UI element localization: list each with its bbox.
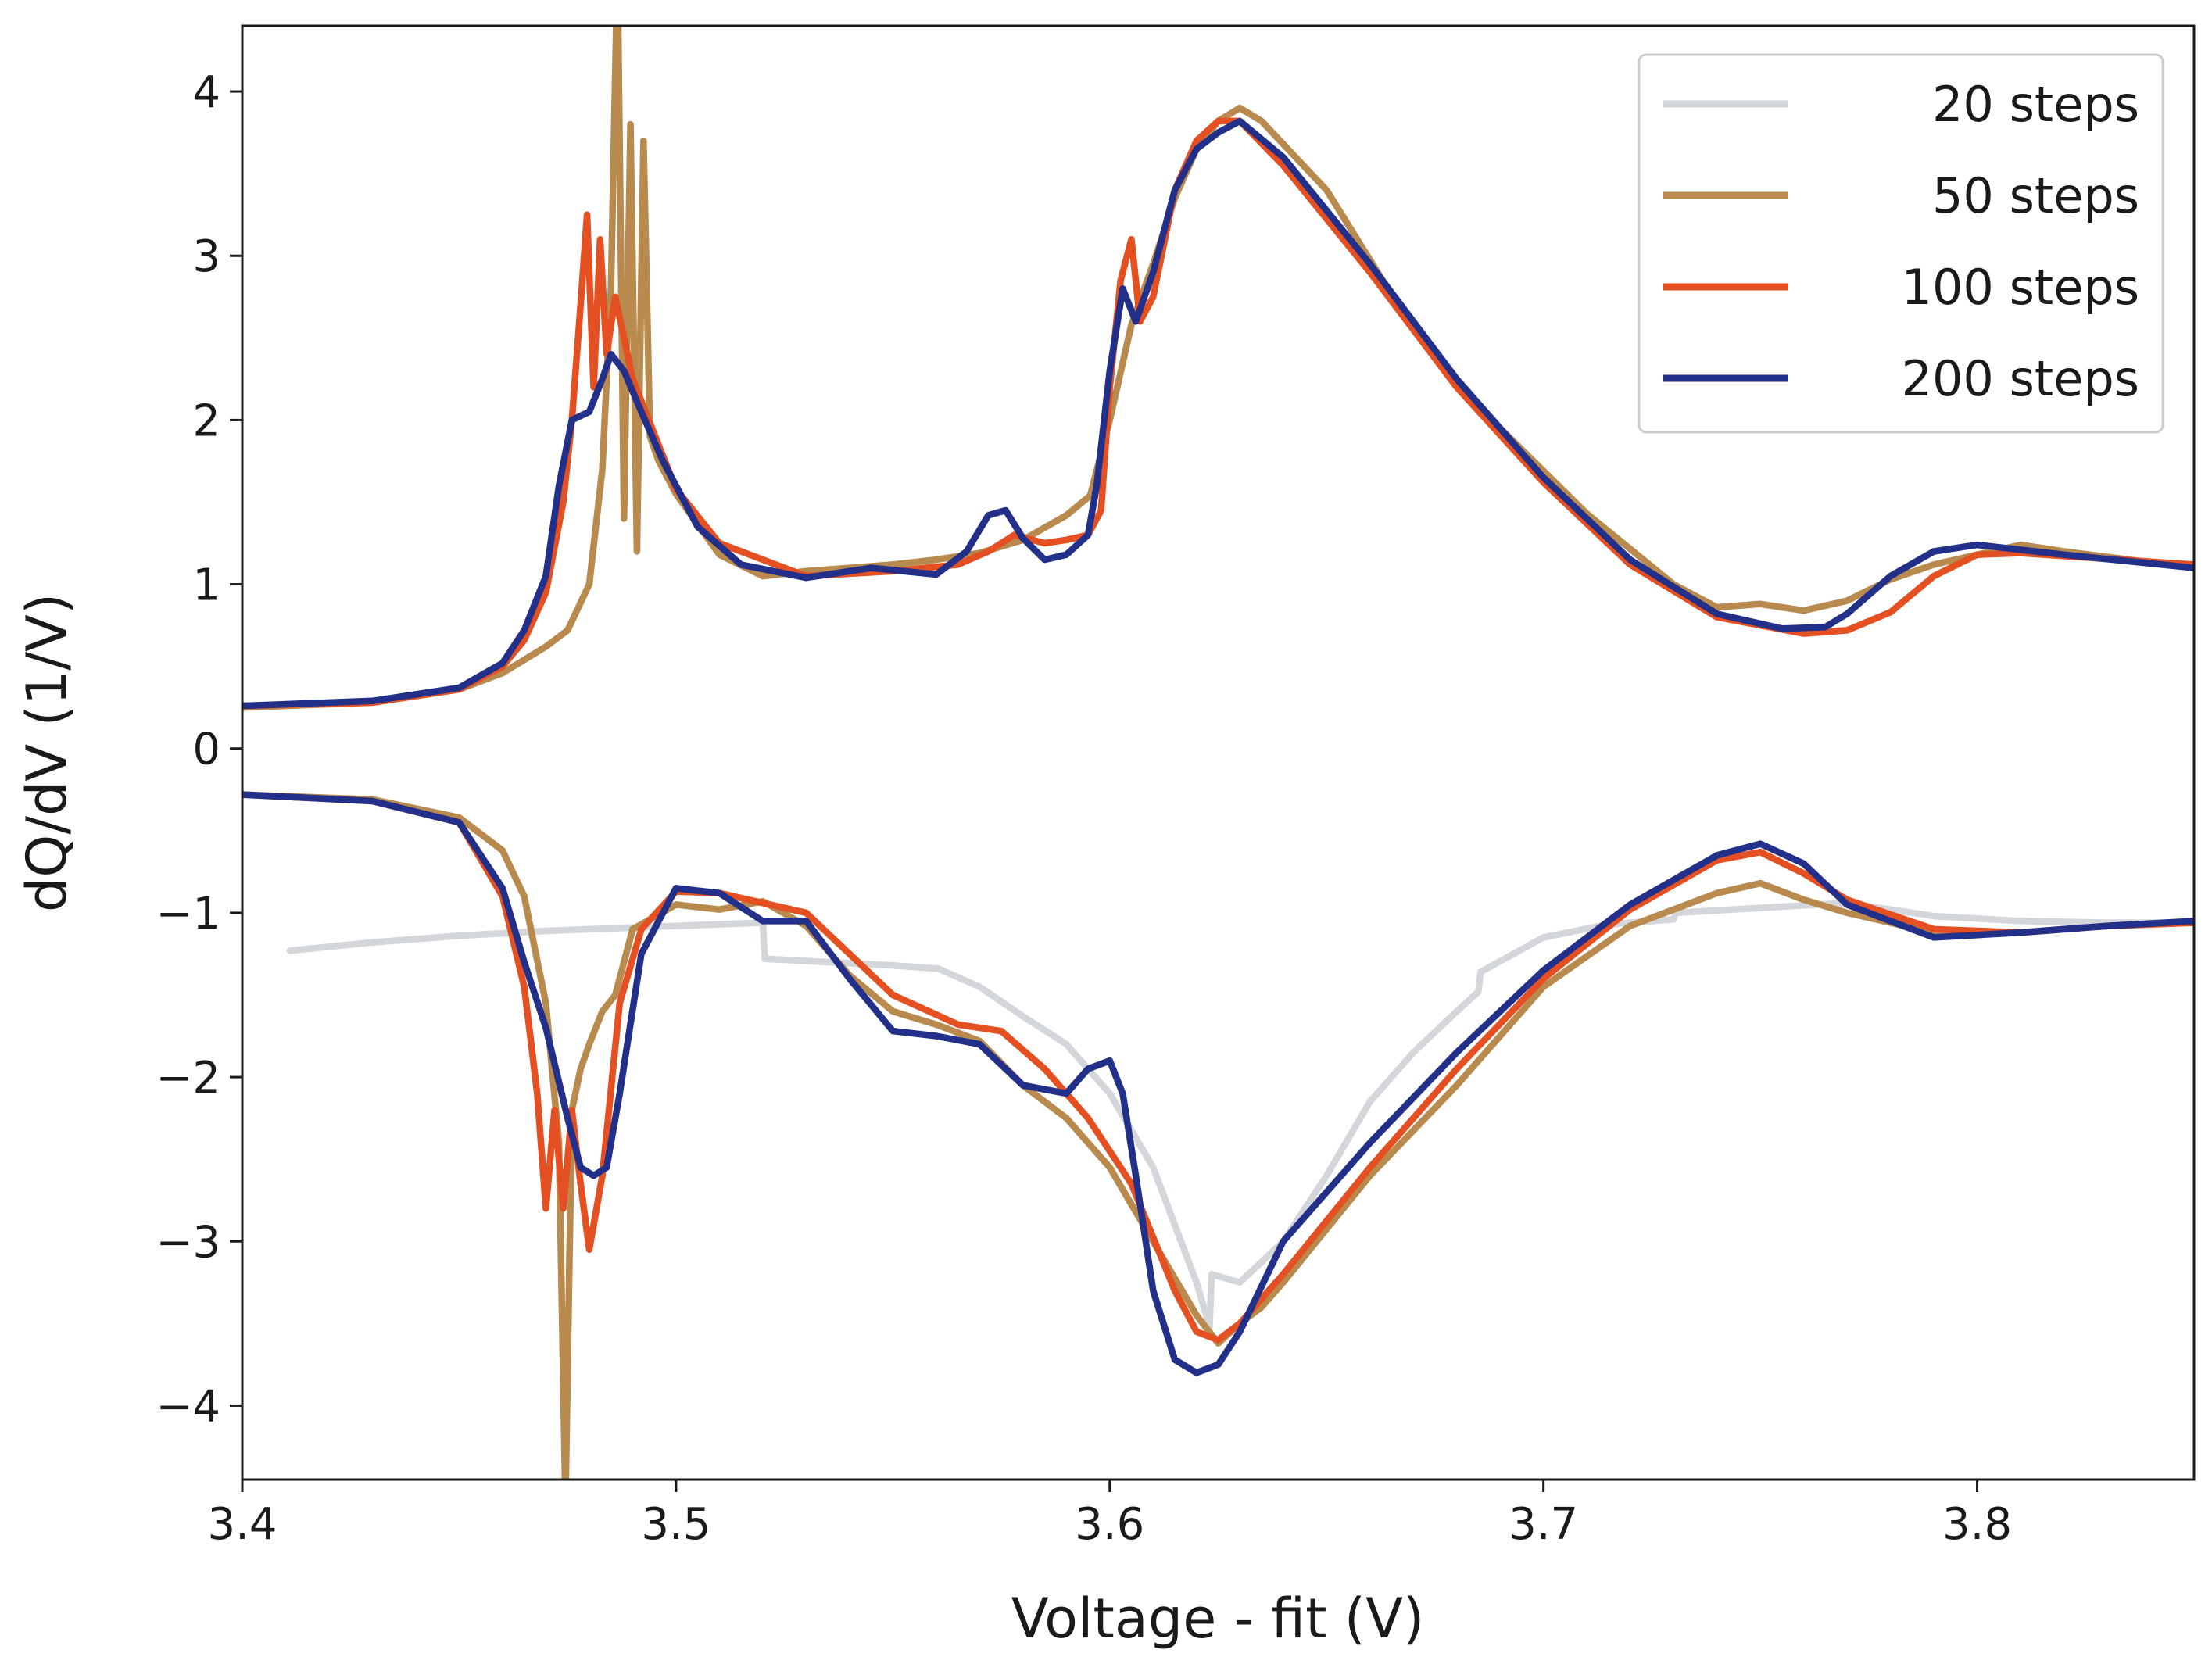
series-line-100-steps-upper xyxy=(242,117,2194,710)
legend-label-50-steps: 50 steps xyxy=(1932,167,2139,224)
legend: 20 steps 50 steps 100 steps 200 steps xyxy=(1638,53,2164,434)
series-line-200-steps-lower xyxy=(242,791,2194,1376)
series-layer xyxy=(242,26,2194,1480)
legend-label-20-steps: 20 steps xyxy=(1932,76,2139,133)
y-tick-label: −3 xyxy=(156,1217,220,1268)
y-tick-label: 2 xyxy=(192,395,220,446)
plot-frame xyxy=(241,24,2196,1481)
x-tick-label: 3.6 xyxy=(1075,1499,1144,1550)
series-line-50-steps-upper xyxy=(242,26,2194,711)
y-tick-label: 3 xyxy=(192,231,220,282)
series-line-200-steps-upper xyxy=(242,117,2194,710)
y-tick-label: −2 xyxy=(156,1053,220,1104)
y-tick-label: 4 xyxy=(192,67,220,118)
x-tick-label: 3.8 xyxy=(1942,1499,2012,1550)
legend-label-200-steps: 200 steps xyxy=(1902,350,2139,407)
legend-box xyxy=(1638,53,2164,434)
legend-label-100-steps: 100 steps xyxy=(1902,259,2139,316)
y-axis-ticks: −4 −3 −2 −1 0 1 2 3 4 xyxy=(156,67,242,1432)
x-tick-label: 3.5 xyxy=(641,1499,710,1550)
series-line-100-steps-lower xyxy=(242,791,2194,1344)
y-tick-label: −1 xyxy=(156,889,220,939)
x-tick-label: 3.4 xyxy=(207,1499,277,1550)
x-tick-label: 3.7 xyxy=(1509,1499,1578,1550)
x-axis-label: Voltage - fit (V) xyxy=(1011,1587,1425,1651)
y-tick-label: 1 xyxy=(192,560,220,611)
y-tick-label: 0 xyxy=(192,725,220,775)
y-axis-label: dQ/dV (1/V) xyxy=(15,593,79,912)
y-tick-label: −4 xyxy=(156,1381,220,1432)
x-axis-ticks: 3.4 3.5 3.6 3.7 3.8 xyxy=(207,1480,2012,1550)
